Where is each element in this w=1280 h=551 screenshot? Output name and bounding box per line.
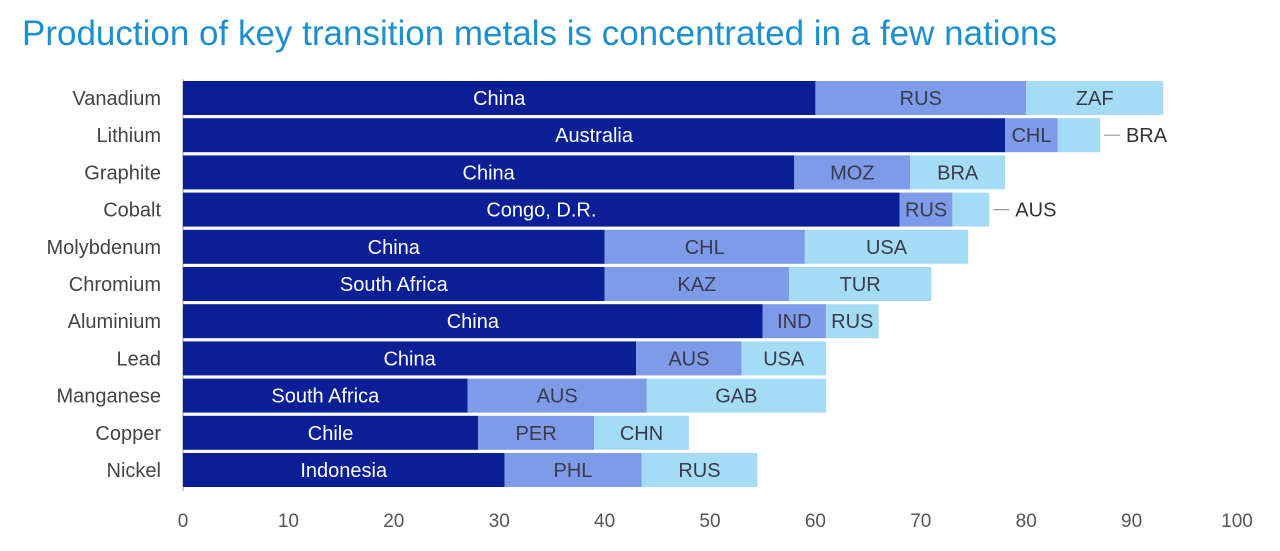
segment-label: RUS <box>678 460 720 482</box>
segment-label: BRA <box>937 162 979 184</box>
category-label: Copper <box>95 423 161 445</box>
bar-segment <box>183 118 1006 153</box>
bar-segment <box>815 81 1027 115</box>
bar-segment <box>183 341 637 376</box>
bar-segment <box>183 415 479 450</box>
segment-label: ZAF <box>1076 88 1114 110</box>
bar-segment <box>604 267 790 301</box>
chart-title: Production of key transition metals is c… <box>22 14 1057 53</box>
segment-label: China <box>463 162 516 184</box>
segment-label: BRA <box>1126 125 1168 147</box>
segment-label: Australia <box>555 125 634 147</box>
segment-label: Chile <box>308 423 354 445</box>
bar-segment <box>183 155 795 190</box>
segment-label: Indonesia <box>300 460 388 482</box>
bar-segment <box>467 378 647 413</box>
bar-segment <box>183 229 605 264</box>
x-tick-label: 40 <box>594 511 615 532</box>
bar-segment <box>952 192 990 227</box>
bar-segment <box>646 378 826 413</box>
x-tick-label: 60 <box>805 511 826 532</box>
bar-segment <box>804 229 969 264</box>
segment-label: CHL <box>685 237 725 259</box>
category-label: Molybdenum <box>46 237 161 259</box>
segment-label: CHL <box>1011 125 1051 147</box>
bar-segment <box>910 155 1006 190</box>
bar-segment <box>183 267 605 301</box>
bar-segment <box>762 304 826 339</box>
segment-label: TUR <box>840 274 881 296</box>
category-label: Chromium <box>69 274 161 296</box>
bar-segment <box>899 192 953 227</box>
bar-segment <box>183 378 468 413</box>
segment-label: South Africa <box>271 386 380 408</box>
category-label: Lithium <box>97 125 161 147</box>
bar-segment <box>641 453 758 487</box>
bar-segment <box>478 415 595 450</box>
bar-segment <box>604 229 805 264</box>
bar-segment <box>1026 81 1164 115</box>
category-label: Nickel <box>107 460 161 482</box>
x-tick-label: 50 <box>699 511 720 532</box>
segment-label: PHL <box>554 460 593 482</box>
segment-label: CHN <box>620 423 663 445</box>
segment-label: China <box>368 237 421 259</box>
x-tick-label: 10 <box>278 511 299 532</box>
x-tick-label: 0 <box>178 511 189 532</box>
segment-label: MOZ <box>830 162 874 184</box>
segment-label: RUS <box>831 311 873 333</box>
segment-label: AUS <box>537 386 578 408</box>
x-tick-label: 90 <box>1121 511 1142 532</box>
segment-label: KAZ <box>677 274 716 296</box>
bar-segment <box>183 453 505 487</box>
bar-segment <box>183 304 763 339</box>
bar-segment <box>789 267 932 301</box>
category-label: Aluminium <box>68 311 161 333</box>
segment-label: South Africa <box>340 274 449 296</box>
segment-label: Congo, D.R. <box>486 200 596 222</box>
segment-label: RUS <box>900 88 942 110</box>
category-label: Manganese <box>56 386 161 408</box>
bar-segment <box>636 341 742 376</box>
bar-segment <box>183 192 900 227</box>
segment-label: China <box>383 348 436 370</box>
segment-label: China <box>473 88 526 110</box>
bar-segment <box>504 453 642 487</box>
bar-segment <box>794 155 911 190</box>
x-tick-label: 70 <box>910 511 931 532</box>
bar-segment <box>741 341 826 376</box>
x-tick-label: 100 <box>1221 511 1253 532</box>
category-label: Graphite <box>84 162 161 184</box>
segment-label: IND <box>777 311 811 333</box>
segment-label: AUS <box>1015 200 1056 222</box>
bar-segment <box>1005 118 1058 153</box>
segment-label: USA <box>866 237 908 259</box>
segment-label: RUS <box>905 200 947 222</box>
bar-segment <box>594 415 689 450</box>
category-label: Cobalt <box>103 200 161 222</box>
segment-label: USA <box>763 348 805 370</box>
x-tick-label: 30 <box>489 511 510 532</box>
category-label: Lead <box>117 348 162 370</box>
bar-segment <box>825 304 879 339</box>
category-label: Vanadium <box>72 88 161 110</box>
segment-label: GAB <box>715 386 757 408</box>
bar-segment <box>183 81 816 115</box>
segment-label: PER <box>516 423 557 445</box>
x-tick-label: 80 <box>1016 511 1037 532</box>
bar-segment <box>1057 118 1100 153</box>
segment-label: AUS <box>668 348 709 370</box>
segment-label: China <box>447 311 500 333</box>
x-tick-label: 20 <box>383 511 404 532</box>
